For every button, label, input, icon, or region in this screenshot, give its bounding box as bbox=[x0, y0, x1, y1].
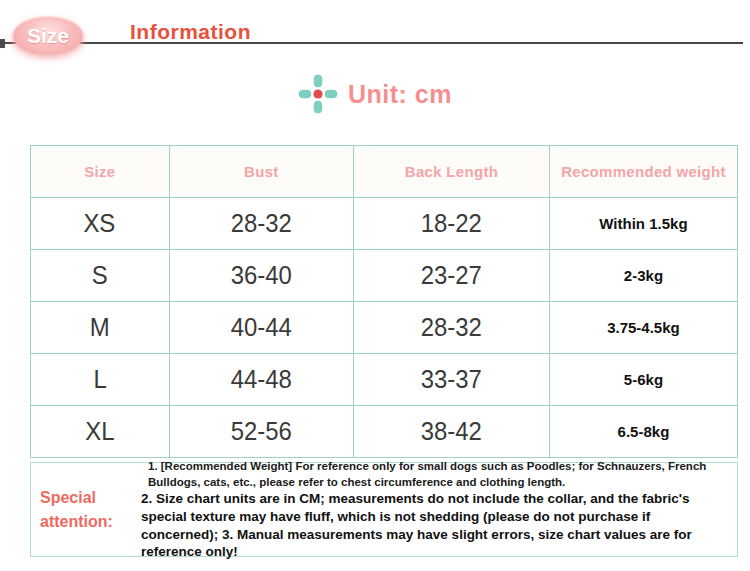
cell-bust: 28-32 bbox=[169, 198, 354, 250]
special-attention-box: Special attention: 1. [Recommended Weigh… bbox=[30, 462, 738, 557]
column-header-back-length: Back Length bbox=[354, 146, 550, 198]
table-row: M 40-44 28-32 3.75-4.5kg bbox=[31, 302, 738, 354]
unit-label: Unit: cm bbox=[348, 80, 452, 109]
column-header-size: Size bbox=[31, 146, 170, 198]
header-row: Size Bust Back Length Recommended weight bbox=[31, 146, 738, 198]
table-row: XS 28-32 18-22 Within 1.5kg bbox=[31, 198, 738, 250]
size-badge: Size bbox=[13, 17, 83, 55]
special-attention-notes: 1. [Recommended Weight] For reference on… bbox=[139, 463, 737, 556]
flower-icon bbox=[298, 74, 338, 114]
cell-weight: 5-6kg bbox=[549, 354, 737, 406]
table-row: XL 52-56 38-42 6.5-8kg bbox=[31, 406, 738, 458]
cell-back-length: 28-32 bbox=[354, 302, 550, 354]
size-information-page: Size Information Unit: cm Size Bust bbox=[0, 0, 750, 571]
column-header-bust: Bust bbox=[169, 146, 354, 198]
table-row: S 36-40 23-27 2-3kg bbox=[31, 250, 738, 302]
cell-weight: 6.5-8kg bbox=[549, 406, 737, 458]
size-table-body: XS 28-32 18-22 Within 1.5kg S 36-40 23-2… bbox=[31, 198, 738, 458]
cell-bust: 44-48 bbox=[169, 354, 354, 406]
title-divider-line bbox=[0, 42, 743, 44]
cell-size: M bbox=[31, 302, 170, 354]
cell-back-length: 38-42 bbox=[354, 406, 550, 458]
size-table: Size Bust Back Length Recommended weight… bbox=[30, 145, 738, 458]
cell-bust: 40-44 bbox=[169, 302, 354, 354]
cell-weight: 3.75-4.5kg bbox=[549, 302, 737, 354]
note-recommended-weight: 1. [Recommended Weight] For reference on… bbox=[141, 459, 731, 490]
cell-size: XL bbox=[31, 406, 170, 458]
special-attention-label: Special attention: bbox=[31, 463, 139, 556]
cell-weight: 2-3kg bbox=[549, 250, 737, 302]
cell-size: XS bbox=[31, 198, 170, 250]
size-badge-label: Size bbox=[27, 24, 69, 48]
cell-size: S bbox=[31, 250, 170, 302]
page-title: Information bbox=[130, 20, 251, 44]
unit-row: Unit: cm bbox=[0, 74, 750, 114]
note-measurement-disclaimer: 2. Size chart units are in CM; measureme… bbox=[141, 490, 731, 560]
cell-back-length: 23-27 bbox=[354, 250, 550, 302]
cell-back-length: 33-37 bbox=[354, 354, 550, 406]
table-row: L 44-48 33-37 5-6kg bbox=[31, 354, 738, 406]
size-table-header: Size Bust Back Length Recommended weight bbox=[31, 146, 738, 198]
cell-weight: Within 1.5kg bbox=[549, 198, 737, 250]
cell-bust: 52-56 bbox=[169, 406, 354, 458]
cell-back-length: 18-22 bbox=[354, 198, 550, 250]
cell-bust: 36-40 bbox=[169, 250, 354, 302]
column-header-weight: Recommended weight bbox=[549, 146, 737, 198]
cell-size: L bbox=[31, 354, 170, 406]
